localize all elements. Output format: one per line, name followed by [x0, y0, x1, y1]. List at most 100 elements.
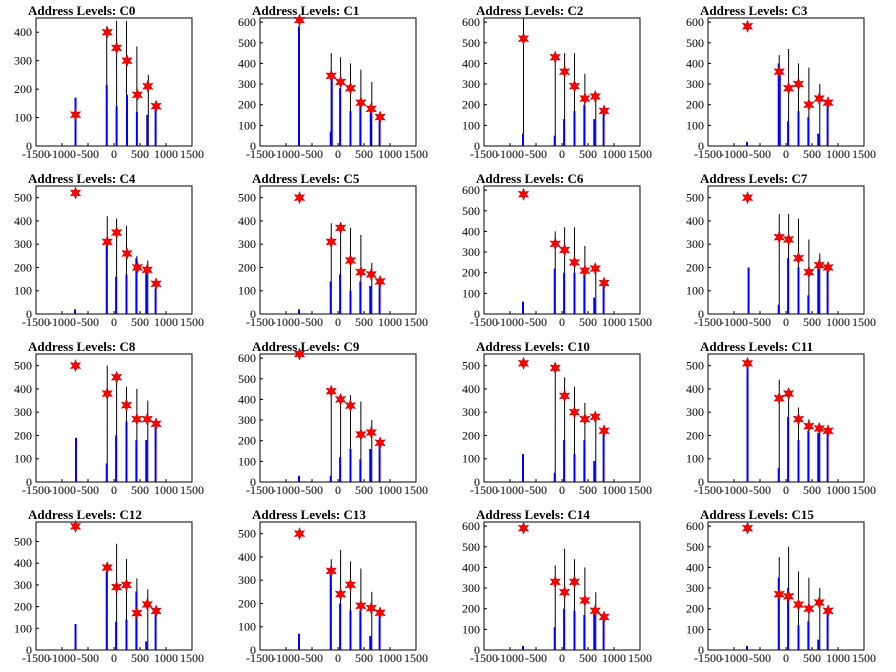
- y-tick-label: 200: [14, 260, 32, 274]
- peak-star-marker: [598, 104, 610, 118]
- peak-star-marker: [344, 81, 357, 95]
- x-tick-label: 500: [803, 315, 821, 329]
- peak-star-marker: [579, 593, 591, 608]
- peak-star-marker: [822, 604, 834, 618]
- x-tick-label: -500: [749, 651, 771, 665]
- x-tick-label: -500: [525, 651, 547, 665]
- y-tick-label: 100: [686, 118, 704, 132]
- y-tick-label: 100: [14, 111, 32, 125]
- x-tick-label: -1500: [22, 651, 50, 665]
- x-tick-label: 500: [131, 147, 149, 161]
- y-tick-label: 400: [238, 392, 256, 406]
- y-tick-label: 300: [686, 405, 704, 419]
- x-tick-label: -1000: [720, 147, 748, 161]
- peak-star-marker: [782, 232, 795, 247]
- peak-star-marker: [517, 521, 530, 535]
- chart-svg: Address Levels: C11 0 100 200 300 400 500 -1500…: [686, 339, 876, 497]
- x-tick-label: -500: [525, 483, 547, 497]
- x-tick-label: 0: [111, 147, 117, 161]
- x-tick-label: 1000: [602, 651, 626, 665]
- peak-star-marker: [293, 526, 306, 541]
- y-tick-label: 0: [698, 139, 704, 153]
- plot-frame: [35, 17, 193, 147]
- x-tick-label: 0: [559, 147, 565, 161]
- y-tick-label: 500: [238, 527, 256, 541]
- y-tick-label: 500: [238, 36, 256, 50]
- chart-title: Address Levels: C2: [476, 3, 583, 18]
- x-tick-label: -1500: [694, 483, 722, 497]
- peak-star-marker: [293, 13, 306, 27]
- peak-star-marker: [598, 610, 610, 624]
- x-tick-label: 0: [335, 315, 341, 329]
- x-tick-label: 1000: [602, 483, 626, 497]
- x-tick-label: 1500: [404, 483, 428, 497]
- peak-star-marker: [813, 595, 826, 610]
- chart-panel-2: Address Levels: C2 0 100 200 300 400 500 600 -15…: [448, 0, 672, 168]
- y-tick-label: 600: [686, 519, 704, 533]
- x-tick-label: 500: [803, 147, 821, 161]
- x-tick-label: 0: [335, 147, 341, 161]
- chart-svg: Address Levels: C3 0 100 200 300 400 500 600 -15…: [686, 3, 876, 161]
- y-tick-label: 200: [686, 602, 704, 616]
- chart-svg: Address Levels: C12 0 100 200 300 400 500 -1500…: [14, 507, 204, 665]
- y-tick-label: 500: [238, 372, 256, 386]
- x-tick-label: -1500: [470, 315, 498, 329]
- plot-frame: [35, 353, 193, 483]
- peak-star-marker: [325, 69, 338, 83]
- peak-star-marker: [131, 260, 144, 275]
- x-tick-label: -1000: [48, 147, 76, 161]
- peak-star-marker: [579, 91, 591, 106]
- x-tick-label: -1000: [272, 147, 300, 161]
- chart-svg: Address Levels: C70100200300400500-1500-…: [686, 171, 876, 329]
- chart-title: Address Levels: C3: [700, 3, 808, 18]
- x-tick-label: 0: [111, 651, 117, 665]
- peak-star-marker: [579, 263, 591, 278]
- y-tick-label: 500: [238, 191, 256, 205]
- peak-star-marker: [101, 25, 114, 39]
- peak-star-marker: [374, 274, 386, 289]
- chart-panel-15: Address Levels: C15 0 100 200 300 400 500 600 -1…: [672, 504, 896, 672]
- x-tick-label: 0: [559, 483, 565, 497]
- chart-title: Address Levels: C11: [700, 339, 813, 354]
- y-tick-label: 400: [238, 214, 256, 228]
- peak-star-marker: [150, 604, 162, 618]
- peak-star-marker: [813, 421, 826, 436]
- x-tick-label: -1500: [470, 483, 498, 497]
- peak-star-marker: [69, 358, 82, 373]
- y-tick-label: 100: [238, 118, 256, 132]
- y-tick-label: 100: [14, 452, 32, 466]
- x-tick-label: 0: [783, 483, 789, 497]
- x-tick-label: 500: [131, 651, 149, 665]
- x-tick-label: -1500: [246, 315, 274, 329]
- y-tick-label: 0: [250, 139, 256, 153]
- peak-star-marker: [549, 50, 562, 64]
- plot-frame: [483, 521, 641, 651]
- peak-star-marker: [69, 108, 82, 122]
- peak-star-marker: [741, 19, 754, 33]
- x-tick-label: 0: [559, 315, 565, 329]
- y-tick-label: 0: [698, 475, 704, 489]
- y-tick-label: 500: [462, 204, 480, 218]
- x-tick-label: -500: [77, 147, 99, 161]
- chart-panel-5: Address Levels: C5 0 100 200 300 400 500 -1500-…: [224, 168, 448, 336]
- y-tick-label: 300: [462, 77, 480, 91]
- x-tick-label: 1000: [378, 651, 402, 665]
- x-tick-label: 0: [111, 483, 117, 497]
- x-tick-label: 1500: [180, 147, 204, 161]
- y-tick-label: 500: [686, 191, 704, 205]
- x-tick-label: -1000: [272, 651, 300, 665]
- x-tick-label: -1000: [496, 651, 524, 665]
- y-tick-label: 0: [26, 307, 32, 321]
- y-tick-label: 200: [686, 428, 704, 442]
- peak-star-marker: [568, 575, 581, 589]
- peak-star-marker: [101, 235, 114, 249]
- y-tick-label: 100: [462, 286, 480, 300]
- x-tick-label: -1500: [22, 147, 50, 161]
- x-tick-label: 1500: [404, 651, 428, 665]
- peak-star-marker: [110, 580, 123, 594]
- peak-star-marker: [792, 597, 805, 612]
- y-tick-label: 400: [14, 25, 32, 39]
- chart-svg: Address Levels: C10 0 100 200 300 400 500 -1500…: [462, 339, 652, 497]
- y-tick-label: 100: [238, 454, 256, 468]
- x-tick-label: -1000: [496, 315, 524, 329]
